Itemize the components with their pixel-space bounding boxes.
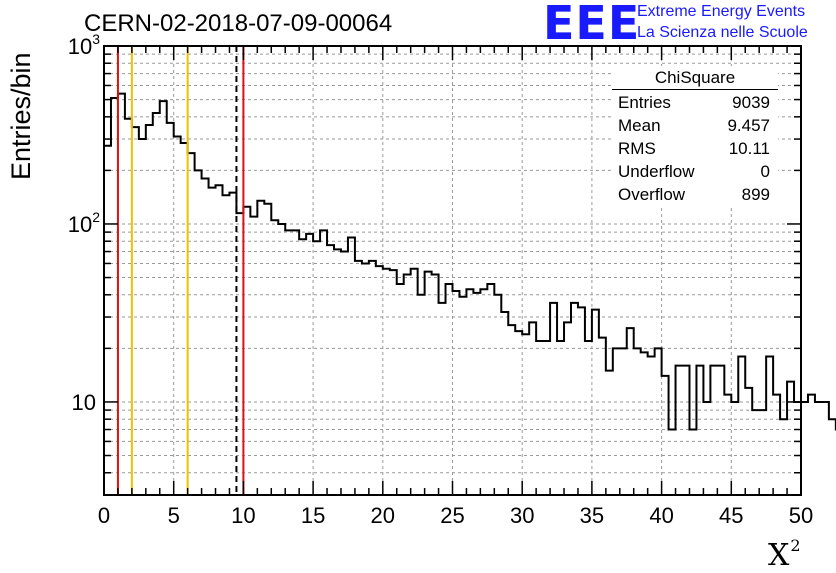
eee-subtitle-line2: La Scienza nelle Scuole [637,24,808,41]
x-tick-label: 30 [510,503,534,528]
x-tick-label: 20 [371,503,395,528]
stats-key: Mean [618,116,661,135]
eee-subtitle-line1: Extreme Energy Events [637,3,806,20]
eee-logo: EEE [543,0,641,50]
stats-value: 0 [760,162,770,181]
x-axis-label-base: X [768,538,790,573]
y-axis-label: Entries/bin [6,52,36,180]
stats-box: ChiSquare Entries 9039 Mean 9.457 RMS 10… [612,66,778,208]
stats-key: RMS [618,139,656,158]
tick-labels: 0 5 10 15 20 25 30 35 40 45 50 10 102 103 [68,31,814,528]
x-tick-label: 15 [301,503,325,528]
y-tick-label: 103 [68,31,100,59]
histogram-layer [104,92,836,431]
x-axis-label-exponent: 2 [790,536,801,555]
x-tick-label: 35 [580,503,604,528]
stats-value: 9.457 [727,116,770,135]
stats-key: Underflow [618,162,695,181]
chart-title: CERN-02-2018-07-09-00064 [84,10,393,37]
y-tick-label: 10 [72,390,96,415]
stats-row-underflow: Underflow 0 [618,161,770,183]
x-tick-label: 45 [719,503,743,528]
y-tick-label: 102 [68,209,100,237]
x-tick-label: 40 [649,503,673,528]
stats-key: Entries [618,93,671,112]
x-tick-label: 25 [440,503,464,528]
stats-row-entries: Entries 9039 [618,92,770,114]
stats-key: Overflow [618,185,686,204]
stats-row-overflow: Overflow 899 [618,184,770,206]
histogram-outline [104,92,836,431]
axes [103,45,802,496]
x-tick-label: 0 [98,503,110,528]
cut-lines [116,46,245,495]
x-tick-label: 50 [789,503,813,528]
stats-value: 9039 [732,93,770,112]
x-axis-label: X2 [768,536,801,573]
stats-value: 10.11 [728,139,770,158]
stats-row-rms: RMS 10.11 [618,138,770,160]
grid [104,46,801,495]
x-tick-label: 10 [231,503,255,528]
stats-row-mean: Mean 9.457 [618,115,770,137]
stats-value: 899 [741,185,770,204]
x-tick-label: 5 [168,503,180,528]
stats-separator [612,89,778,90]
stats-title: ChiSquare [654,68,736,87]
